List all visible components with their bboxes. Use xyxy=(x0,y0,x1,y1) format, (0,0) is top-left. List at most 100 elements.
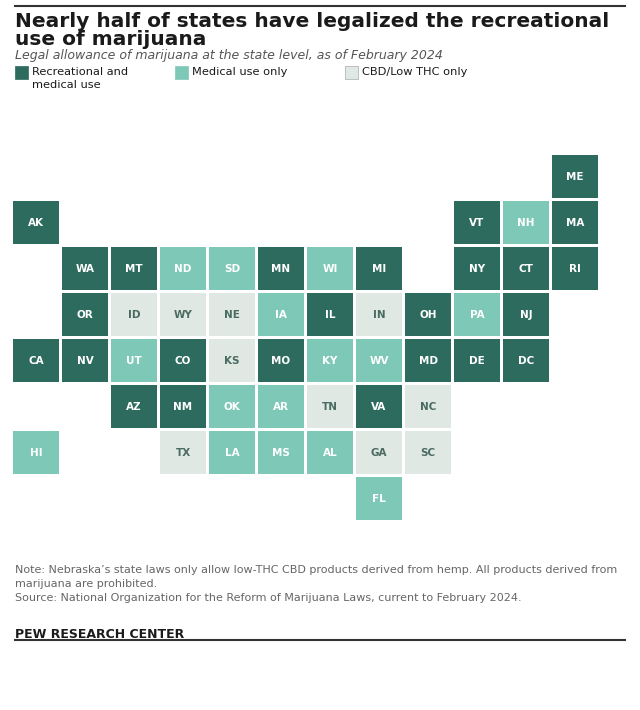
Text: IN: IN xyxy=(372,310,385,320)
Text: WV: WV xyxy=(369,356,388,366)
Text: ND: ND xyxy=(174,263,192,273)
Bar xyxy=(356,293,402,336)
Text: SC: SC xyxy=(420,447,436,457)
Text: AZ: AZ xyxy=(126,401,142,412)
Text: WA: WA xyxy=(76,263,95,273)
Text: Legal allowance of marijuana at the state level, as of February 2024: Legal allowance of marijuana at the stat… xyxy=(15,49,443,62)
Bar xyxy=(356,339,402,382)
Text: DE: DE xyxy=(469,356,485,366)
Bar xyxy=(552,247,598,290)
Bar xyxy=(209,247,255,290)
Bar xyxy=(160,293,206,336)
Bar xyxy=(552,155,598,198)
Text: Medical use only: Medical use only xyxy=(192,67,287,77)
Bar xyxy=(111,293,157,336)
Text: AR: AR xyxy=(273,401,289,412)
Bar xyxy=(345,66,358,79)
Text: ID: ID xyxy=(128,310,140,320)
Bar xyxy=(13,339,59,382)
Bar xyxy=(111,247,157,290)
Bar xyxy=(356,431,402,474)
Text: TX: TX xyxy=(175,447,191,457)
Bar xyxy=(552,201,598,244)
Bar xyxy=(307,339,353,382)
Bar xyxy=(62,247,108,290)
Text: LA: LA xyxy=(225,447,239,457)
Bar xyxy=(405,293,451,336)
Bar xyxy=(160,247,206,290)
Bar xyxy=(258,431,304,474)
Bar xyxy=(175,66,188,79)
Bar xyxy=(307,293,353,336)
Text: CT: CT xyxy=(518,263,533,273)
Bar xyxy=(454,247,500,290)
Bar xyxy=(258,385,304,428)
Text: CO: CO xyxy=(175,356,191,366)
Text: AK: AK xyxy=(28,217,44,227)
Text: MD: MD xyxy=(419,356,438,366)
Text: Recreational and
medical use: Recreational and medical use xyxy=(32,67,128,90)
Bar xyxy=(62,293,108,336)
Text: MO: MO xyxy=(271,356,291,366)
Text: IL: IL xyxy=(324,310,335,320)
Text: WY: WY xyxy=(173,310,193,320)
Text: CA: CA xyxy=(28,356,44,366)
Text: OH: OH xyxy=(419,310,436,320)
Text: IA: IA xyxy=(275,310,287,320)
Bar xyxy=(160,431,206,474)
Bar xyxy=(209,385,255,428)
Text: NE: NE xyxy=(224,310,240,320)
Text: VT: VT xyxy=(469,217,484,227)
Bar xyxy=(15,66,28,79)
Text: MA: MA xyxy=(566,217,584,227)
Text: OK: OK xyxy=(223,401,241,412)
Text: NM: NM xyxy=(173,401,193,412)
Text: MI: MI xyxy=(372,263,386,273)
Bar xyxy=(356,477,402,520)
Bar xyxy=(307,247,353,290)
Text: PEW RESEARCH CENTER: PEW RESEARCH CENTER xyxy=(15,628,184,641)
Bar xyxy=(503,247,549,290)
Text: use of marijuana: use of marijuana xyxy=(15,30,206,49)
Bar xyxy=(356,385,402,428)
Text: MN: MN xyxy=(271,263,291,273)
Text: Note: Nebraska’s state laws only allow low-THC CBD products derived from hemp. A: Note: Nebraska’s state laws only allow l… xyxy=(15,565,617,603)
Bar xyxy=(307,431,353,474)
Bar xyxy=(454,201,500,244)
Bar xyxy=(209,293,255,336)
Text: NV: NV xyxy=(77,356,93,366)
Text: ME: ME xyxy=(566,172,584,182)
Text: GA: GA xyxy=(371,447,387,457)
Bar xyxy=(209,339,255,382)
Bar xyxy=(307,385,353,428)
Text: VA: VA xyxy=(371,401,387,412)
Bar xyxy=(13,431,59,474)
Text: Nearly half of states have legalized the recreational: Nearly half of states have legalized the… xyxy=(15,12,609,31)
Bar xyxy=(503,293,549,336)
Text: SD: SD xyxy=(224,263,240,273)
Text: AL: AL xyxy=(323,447,337,457)
Text: NJ: NJ xyxy=(520,310,532,320)
Bar xyxy=(258,339,304,382)
Text: CBD/Low THC only: CBD/Low THC only xyxy=(362,67,467,77)
Bar xyxy=(454,293,500,336)
Text: UT: UT xyxy=(126,356,142,366)
Bar xyxy=(405,431,451,474)
Text: NY: NY xyxy=(469,263,485,273)
Bar xyxy=(160,385,206,428)
Text: OR: OR xyxy=(77,310,93,320)
Text: PA: PA xyxy=(470,310,484,320)
Text: MS: MS xyxy=(272,447,290,457)
Bar xyxy=(111,385,157,428)
Text: NH: NH xyxy=(517,217,535,227)
Bar xyxy=(503,339,549,382)
Text: FL: FL xyxy=(372,493,386,503)
Bar xyxy=(405,339,451,382)
Text: WI: WI xyxy=(323,263,338,273)
Bar xyxy=(160,339,206,382)
Text: KY: KY xyxy=(323,356,338,366)
Bar xyxy=(209,431,255,474)
Bar xyxy=(111,339,157,382)
Bar xyxy=(62,339,108,382)
Bar xyxy=(258,247,304,290)
